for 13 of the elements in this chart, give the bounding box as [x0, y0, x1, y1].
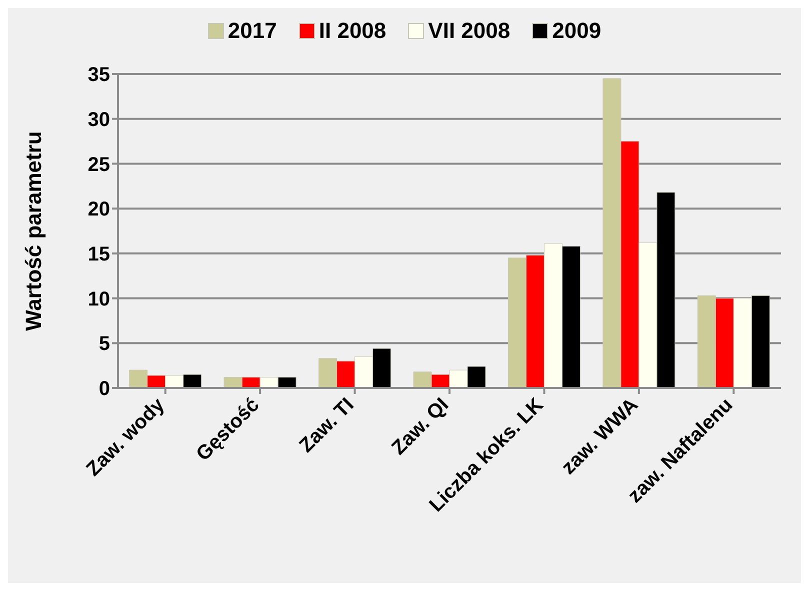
legend-label: 2017 — [228, 18, 277, 44]
y-tick-label: 0 — [98, 378, 110, 400]
y-tick-label: 20 — [88, 198, 110, 221]
legend-label: 2009 — [552, 18, 602, 44]
y-tick-label: 35 — [88, 64, 110, 86]
y-tick-label: 5 — [98, 333, 110, 356]
y-tick-label: 10 — [88, 288, 110, 310]
legend-label: II 2008 — [318, 18, 386, 44]
y-tick-label: 30 — [88, 108, 110, 131]
y-tick-label: 15 — [88, 244, 110, 266]
y-tick-label: 25 — [88, 154, 110, 176]
legend-label: VII 2008 — [428, 18, 510, 44]
y-axis-title: Wartość parametru — [20, 131, 46, 331]
